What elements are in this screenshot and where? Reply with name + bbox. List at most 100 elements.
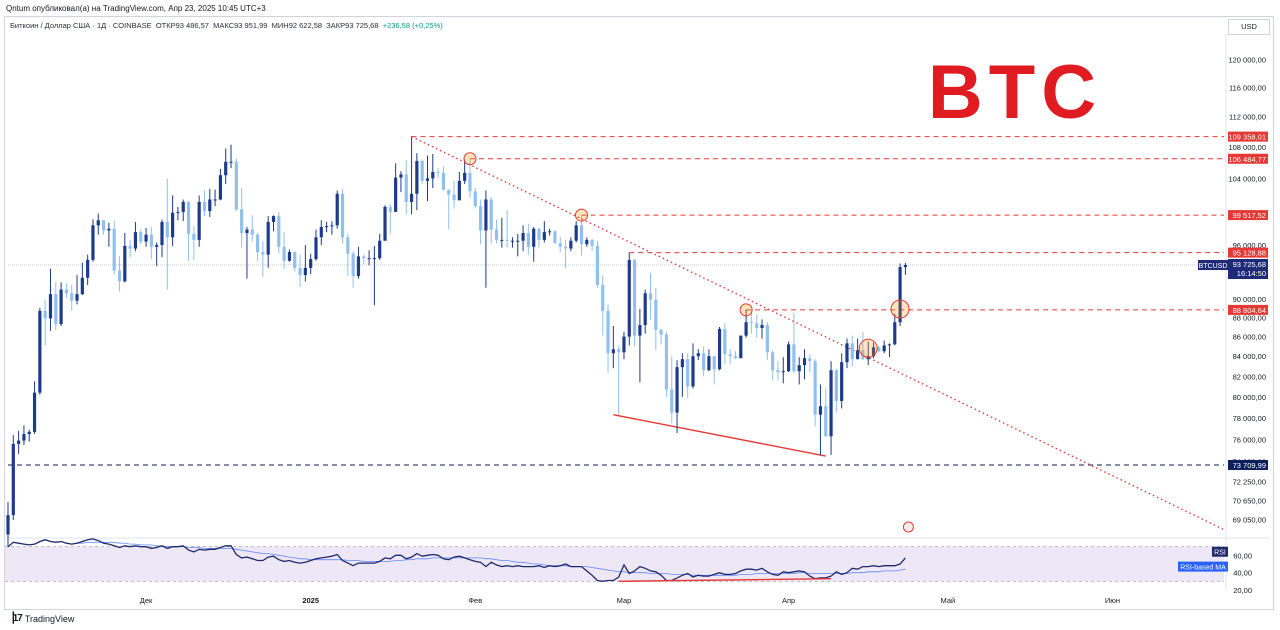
candle-body: [255, 234, 260, 253]
candle-body: [590, 239, 594, 246]
candle-body: [218, 175, 222, 200]
candle-body: [760, 325, 764, 328]
price-level-badge: [1228, 247, 1268, 258]
currency-selector[interactable]: USD: [1228, 19, 1270, 35]
price-level-badge: [1228, 131, 1268, 142]
candle-body: [425, 178, 430, 181]
candle-body: [86, 259, 90, 278]
candle-body: [186, 201, 191, 234]
candle-body: [372, 258, 376, 260]
time-axis-label: Мар: [617, 596, 632, 605]
symbol-legend: Биткоин / Доллар США · 1Д · COINBASE ОТК…: [10, 21, 443, 30]
highlight-circle-marker: [463, 152, 477, 166]
candle-body: [96, 220, 100, 226]
rsi-tick-label: 40,00: [1233, 569, 1252, 578]
candle-body: [383, 206, 387, 241]
time-axis-label: Апр: [782, 596, 795, 605]
candle-body: [893, 322, 897, 345]
candle-body: [436, 172, 440, 174]
candle-body: [139, 232, 143, 242]
candle-body: [155, 245, 159, 247]
candle-body: [75, 294, 79, 301]
candle-body: [197, 201, 201, 240]
candle-body: [627, 259, 631, 337]
btc-overlay-title: BTC: [928, 50, 1102, 135]
candle-body: [723, 328, 727, 355]
candle-body: [409, 193, 414, 202]
candle-body: [824, 406, 828, 437]
candle-body: [303, 267, 307, 276]
candle-body: [112, 228, 116, 271]
candle-body: [43, 310, 47, 319]
price-tick-label: 80 000,00: [1233, 393, 1266, 402]
candle-body: [11, 443, 15, 516]
candle-body: [765, 325, 769, 353]
candle-body: [494, 229, 499, 240]
rsi-tick-label: 60,00: [1233, 551, 1252, 560]
price-tick-label: 70 650,00: [1233, 496, 1266, 505]
candle-body: [441, 172, 446, 190]
candle-body: [192, 233, 196, 240]
tradingview-logo-icon: ▕17: [6, 613, 23, 624]
price-tick-label: 112 000,00: [1229, 113, 1266, 122]
brand-name: TradingView: [24, 613, 75, 624]
candle-body: [813, 361, 817, 415]
candle-body: [585, 239, 589, 245]
candle-body: [415, 160, 419, 194]
candle-body: [117, 270, 122, 282]
candle-body: [447, 189, 451, 195]
price-tick-label: 84 000,00: [1233, 352, 1266, 361]
price-tick-label: 116 000,00: [1229, 84, 1266, 93]
price-level-badge-label: 95 128,88: [1233, 249, 1266, 258]
legend-change: +236,58 (+0,25%): [382, 21, 443, 30]
candle-body: [213, 199, 217, 201]
highlight-circle-marker: [890, 299, 910, 319]
candle-body: [346, 237, 350, 254]
chart-frame: [4, 16, 1274, 610]
legend-symbol: Биткоин / Доллар США · 1Д · COINBASE: [10, 21, 152, 30]
last-price-value: 93 725,68: [1233, 260, 1266, 269]
price-level-badge-label: 99 517,52: [1233, 211, 1266, 220]
candle-body: [776, 370, 780, 373]
tradingview-brand[interactable]: ▕17 TradingView: [6, 613, 74, 624]
candle-body: [224, 161, 228, 176]
highlight-circle-marker: [739, 303, 753, 317]
candle-body: [856, 350, 860, 360]
candle-body: [202, 201, 207, 212]
descending-trendline: [411, 135, 1225, 531]
price-level-badge-label: 88 804,64: [1233, 306, 1266, 315]
price-tick-label: 76 000,00: [1233, 436, 1266, 445]
candle-body: [712, 356, 716, 370]
candle-body: [54, 294, 58, 325]
candle-body: [802, 358, 807, 366]
candle-body: [771, 352, 775, 371]
candle-body: [850, 343, 854, 360]
candle-body: [579, 225, 584, 245]
candle-body: [38, 310, 42, 393]
symbol-badge-label: BTCUSD: [1199, 263, 1228, 270]
candle-body: [898, 267, 902, 323]
candle-body: [532, 228, 536, 247]
candle-body: [749, 322, 753, 324]
candle-body: [234, 161, 238, 210]
candle-body: [569, 240, 573, 249]
rsi-ma-badge-label: RSI-based MA: [1180, 565, 1226, 572]
candle-body: [298, 267, 302, 276]
price-tick-label: 82 000,00: [1233, 372, 1266, 381]
candle-body: [680, 359, 684, 368]
candle-body: [330, 225, 334, 227]
candle-body: [404, 174, 408, 202]
candle-body: [356, 256, 361, 276]
candle-body: [861, 350, 865, 360]
candle-body: [309, 259, 313, 268]
candle-body: [696, 353, 700, 357]
candle-body: [293, 252, 297, 268]
price-tick-label: 108 000,00: [1228, 143, 1266, 152]
candle-body: [505, 239, 509, 241]
candle-body: [887, 344, 892, 346]
candle-body: [399, 174, 403, 178]
candle-body: [808, 358, 812, 362]
candle-body: [287, 252, 292, 261]
candle-body: [282, 246, 286, 261]
